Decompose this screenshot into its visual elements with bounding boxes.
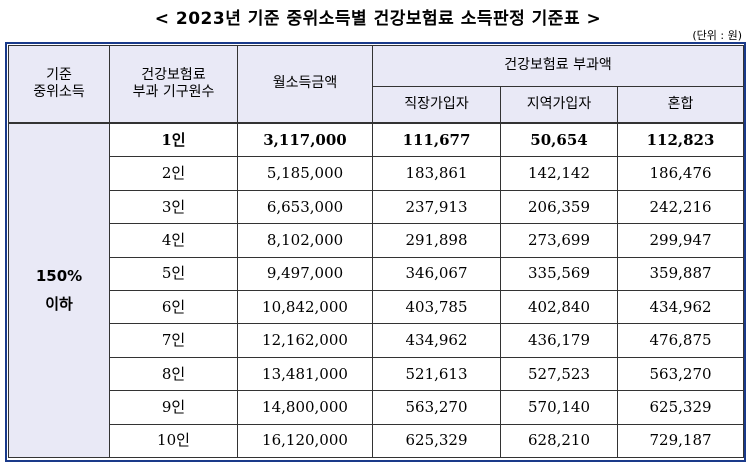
regional-premium-cell: 335,569 bbox=[500, 256, 618, 291]
monthly-income-cell: 13,481,000 bbox=[237, 356, 373, 392]
household-size-cell: 3인 bbox=[109, 189, 238, 225]
header-household-size: 건강보험료 부과 기구원수 bbox=[109, 45, 238, 124]
mixed-premium-cell: 434,962 bbox=[616, 289, 745, 325]
header-workplace: 직장가입자 bbox=[372, 86, 501, 124]
workplace-premium-cell: 434,962 bbox=[372, 323, 501, 358]
monthly-income-cell: 10,842,000 bbox=[237, 289, 373, 325]
header-household-size-line1: 건강보험료 bbox=[141, 66, 206, 83]
header-median-income-line1: 기준 bbox=[46, 66, 72, 83]
table-row: 5인 9,497,000 346,067 335,569 359,887 bbox=[9, 256, 745, 291]
regional-premium-cell: 527,523 bbox=[500, 356, 618, 392]
table-row: 8인 13,481,000 521,613 527,523 563,270 bbox=[9, 356, 745, 392]
household-size-cell: 9인 bbox=[109, 390, 238, 425]
table-row: 3인 6,653,000 237,913 206,359 242,216 bbox=[9, 189, 745, 225]
mixed-premium-cell: 625,329 bbox=[616, 390, 745, 425]
header-household-size-line2: 부과 기구원수 bbox=[132, 84, 215, 100]
household-size-cell: 8인 bbox=[109, 356, 238, 392]
regional-premium-cell: 273,699 bbox=[500, 223, 618, 258]
unit-note: (단위 : 원) bbox=[692, 29, 742, 42]
mixed-premium-cell: 299,947 bbox=[616, 223, 745, 258]
regional-premium-cell: 50,654 bbox=[500, 122, 618, 158]
group-label-line: 이하 bbox=[45, 295, 73, 314]
monthly-income-cell: 14,800,000 bbox=[237, 390, 373, 425]
household-size-cell: 1인 bbox=[109, 122, 238, 158]
table-row: 7인 12,162,000 434,962 436,179 476,875 bbox=[9, 323, 745, 358]
group-label-line: 150% bbox=[35, 266, 83, 285]
header-regional: 지역가입자 bbox=[500, 86, 618, 124]
mixed-premium-cell: 359,887 bbox=[616, 256, 745, 291]
table-row: 150% 이하 1인 3,117,000 111,677 50,654 112,823 bbox=[8, 122, 745, 458]
workplace-premium-cell: 237,913 bbox=[372, 189, 501, 225]
premium-table: 기준 중위소득 건강보험료 부과 기구원수 월소득금액 건강보험료 부과액 직장… bbox=[8, 45, 745, 458]
table-row: 4인 8,102,000 291,898 273,699 299,947 bbox=[9, 223, 745, 258]
workplace-premium-cell: 291,898 bbox=[372, 223, 501, 258]
workplace-premium-cell: 346,067 bbox=[372, 256, 501, 291]
household-size-cell: 4인 bbox=[109, 223, 238, 258]
monthly-income-cell: 16,120,000 bbox=[237, 423, 373, 458]
regional-premium-cell: 570,140 bbox=[500, 390, 618, 425]
workplace-premium-cell: 403,785 bbox=[372, 289, 501, 325]
group-cell-150-percent: 150% 이하 bbox=[8, 122, 110, 458]
table-row: 9인 14,800,000 563,270 570,140 625,329 bbox=[9, 390, 745, 425]
regional-premium-cell: 142,142 bbox=[500, 156, 618, 191]
mixed-premium-cell: 563,270 bbox=[616, 356, 745, 392]
header-median-income-line2: 중위소득 bbox=[33, 84, 85, 100]
household-size-cell: 10인 bbox=[109, 423, 238, 458]
header-premium-group: 건강보험료 부과액 bbox=[371, 45, 745, 87]
mixed-premium-cell: 476,875 bbox=[616, 323, 745, 358]
regional-premium-cell: 402,840 bbox=[500, 289, 618, 325]
header-median-income: 기준 중위소득 bbox=[8, 45, 110, 124]
workplace-premium-cell: 625,329 bbox=[372, 423, 501, 458]
monthly-income-cell: 6,653,000 bbox=[237, 189, 373, 225]
table-row: 6인 10,842,000 403,785 402,840 434,962 bbox=[9, 289, 745, 325]
workplace-premium-cell: 111,677 bbox=[372, 122, 501, 158]
workplace-premium-cell: 183,861 bbox=[372, 156, 501, 191]
mixed-premium-cell: 112,823 bbox=[616, 122, 745, 158]
table-row: 10인 16,120,000 625,329 628,210 729,187 bbox=[9, 423, 745, 458]
monthly-income-cell: 9,497,000 bbox=[237, 256, 373, 291]
monthly-income-cell: 5,185,000 bbox=[237, 156, 373, 191]
workplace-premium-cell: 521,613 bbox=[372, 356, 501, 392]
regional-premium-cell: 206,359 bbox=[500, 189, 618, 225]
table-row: 2인 5,185,000 183,861 142,142 186,476 bbox=[9, 156, 745, 191]
regional-premium-cell: 436,179 bbox=[500, 323, 618, 358]
monthly-income-cell: 3,117,000 bbox=[237, 122, 373, 158]
table-frame bbox=[5, 42, 746, 462]
header-mixed: 혼합 bbox=[616, 86, 745, 124]
household-size-cell: 2인 bbox=[109, 156, 238, 191]
mixed-premium-cell: 729,187 bbox=[616, 423, 745, 458]
monthly-income-cell: 12,162,000 bbox=[237, 323, 373, 358]
household-size-cell: 7인 bbox=[109, 323, 238, 358]
mixed-premium-cell: 186,476 bbox=[616, 156, 745, 191]
header-monthly-income: 월소득금액 bbox=[237, 45, 373, 124]
page-title: < 2023년 기준 중위소득별 건강보험료 소득판정 기준표 > bbox=[154, 9, 602, 29]
monthly-income-cell: 8,102,000 bbox=[237, 223, 373, 258]
regional-premium-cell: 628,210 bbox=[500, 423, 618, 458]
table-body: 150% 이하 1인 3,117,000 111,677 50,654 112,823 2인 5… bbox=[8, 122, 745, 458]
mixed-premium-cell: 242,216 bbox=[616, 189, 745, 225]
household-size-cell: 5인 bbox=[109, 256, 238, 291]
workplace-premium-cell: 563,270 bbox=[372, 390, 501, 425]
household-size-cell: 6인 bbox=[109, 289, 238, 325]
